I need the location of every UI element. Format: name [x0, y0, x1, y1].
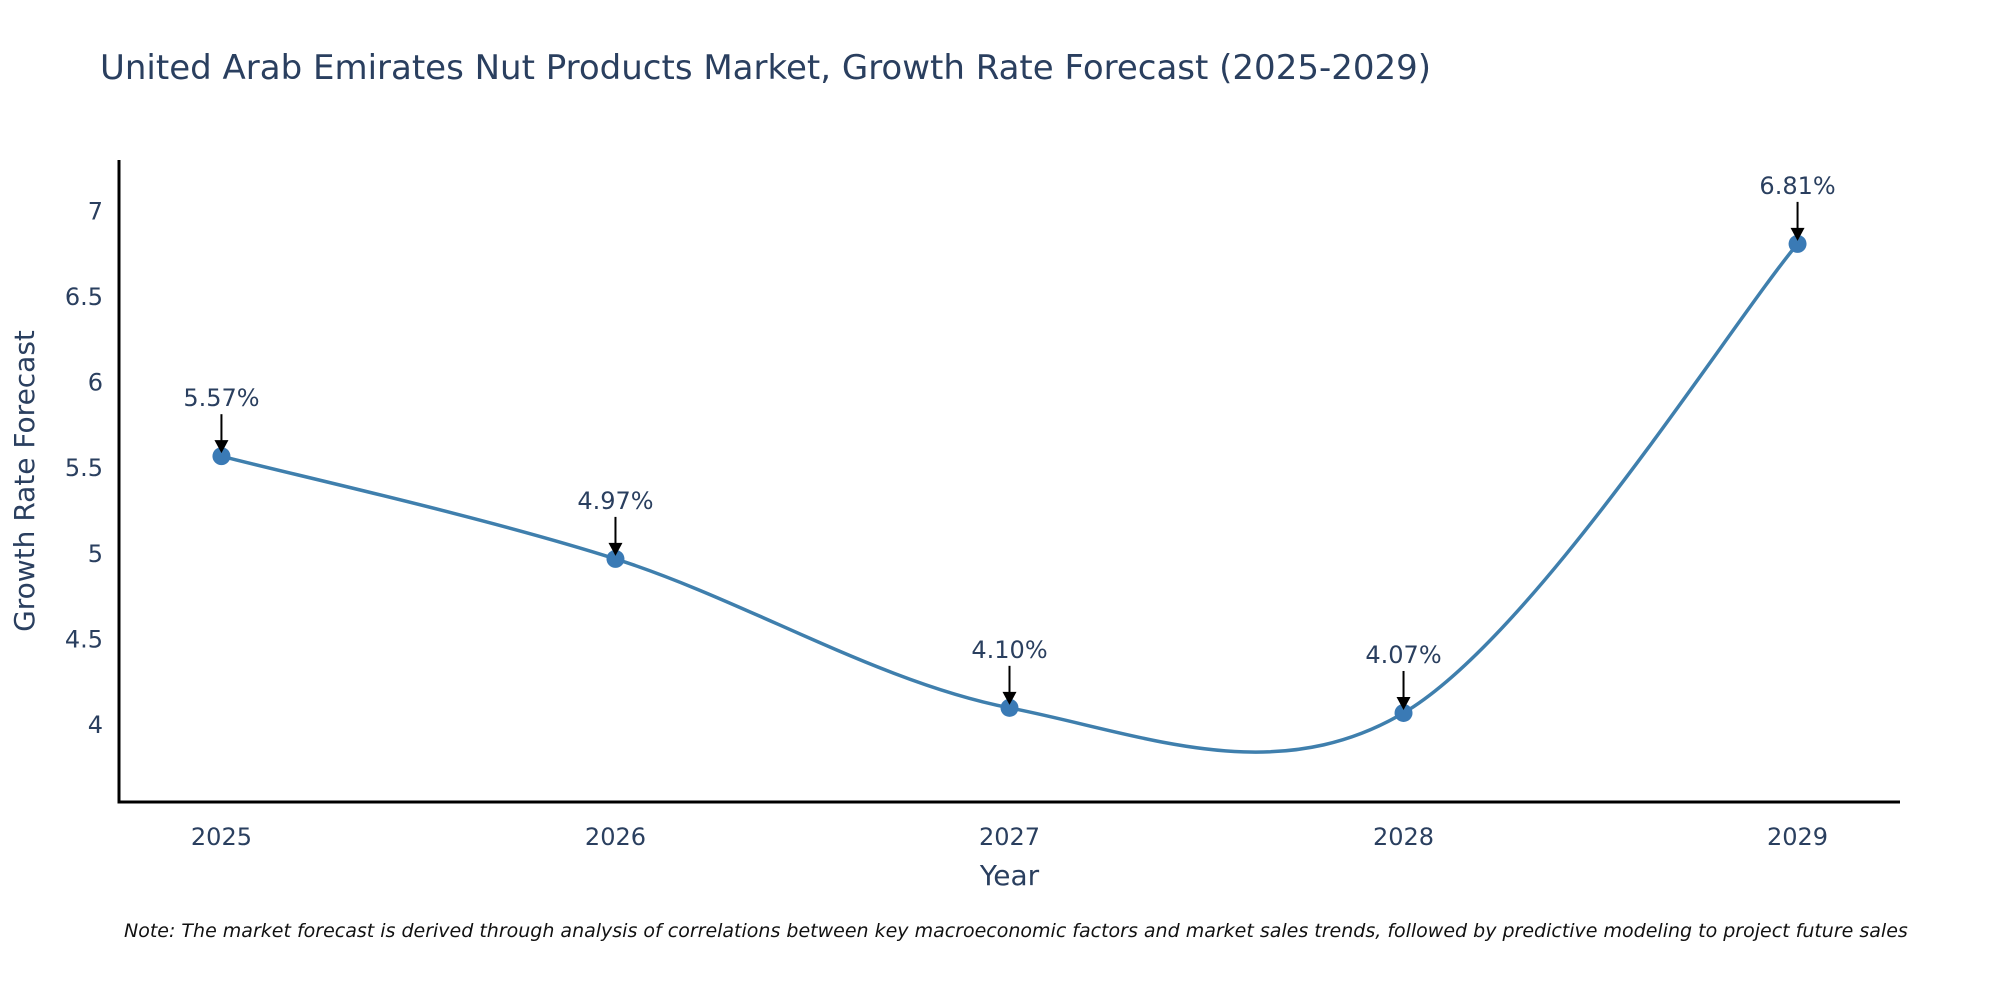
annotation-arrow-head	[1002, 691, 1017, 705]
data-point	[1394, 703, 1413, 722]
data-label: 4.97%	[577, 487, 653, 515]
series-markers	[212, 234, 1807, 722]
series-line	[221, 242, 1799, 754]
data-point	[1000, 698, 1019, 717]
y-tick-label: 6	[88, 369, 103, 397]
data-point	[212, 447, 231, 466]
data-point	[606, 549, 625, 568]
annotation-arrow-head	[608, 542, 623, 556]
x-tick-label: 2025	[191, 823, 252, 851]
x-tick-label: 2026	[585, 823, 646, 851]
y-axis-ticks: 4 4.5 5 5.5 6 6.5 7	[65, 197, 103, 739]
annotations: 5.57% 4.97% 4.10% 4.07% 6.81%	[183, 172, 1836, 710]
y-axis-title: Growth Rate Forecast	[8, 330, 41, 632]
footnote: Note: The market forecast is derived thr…	[124, 920, 1908, 942]
data-label: 5.57%	[183, 384, 259, 412]
chart-title: United Arab Emirates Nut Products Market…	[100, 48, 1431, 88]
data-label: 6.81%	[1759, 172, 1835, 200]
data-label: 4.10%	[971, 636, 1047, 664]
y-tick-label: 4.5	[65, 625, 103, 653]
annotation-arrow-head	[214, 440, 229, 454]
x-tick-label: 2029	[1767, 823, 1828, 851]
data-label: 4.07%	[1365, 641, 1441, 669]
x-tick-label: 2028	[1373, 823, 1434, 851]
y-tick-label: 5	[88, 540, 103, 568]
annotation-arrow-head	[1790, 227, 1805, 241]
data-point	[1788, 234, 1807, 253]
x-axis-title: Year	[979, 859, 1040, 892]
y-tick-label: 7	[88, 197, 103, 225]
x-axis-ticks: 2025 2026 2027 2028 2029	[191, 823, 1828, 851]
y-tick-label: 6.5	[65, 283, 103, 311]
y-tick-label: 4	[88, 711, 103, 739]
x-tick-label: 2027	[979, 823, 1040, 851]
annotation-arrow-head	[1396, 696, 1411, 710]
y-tick-label: 5.5	[65, 454, 103, 482]
